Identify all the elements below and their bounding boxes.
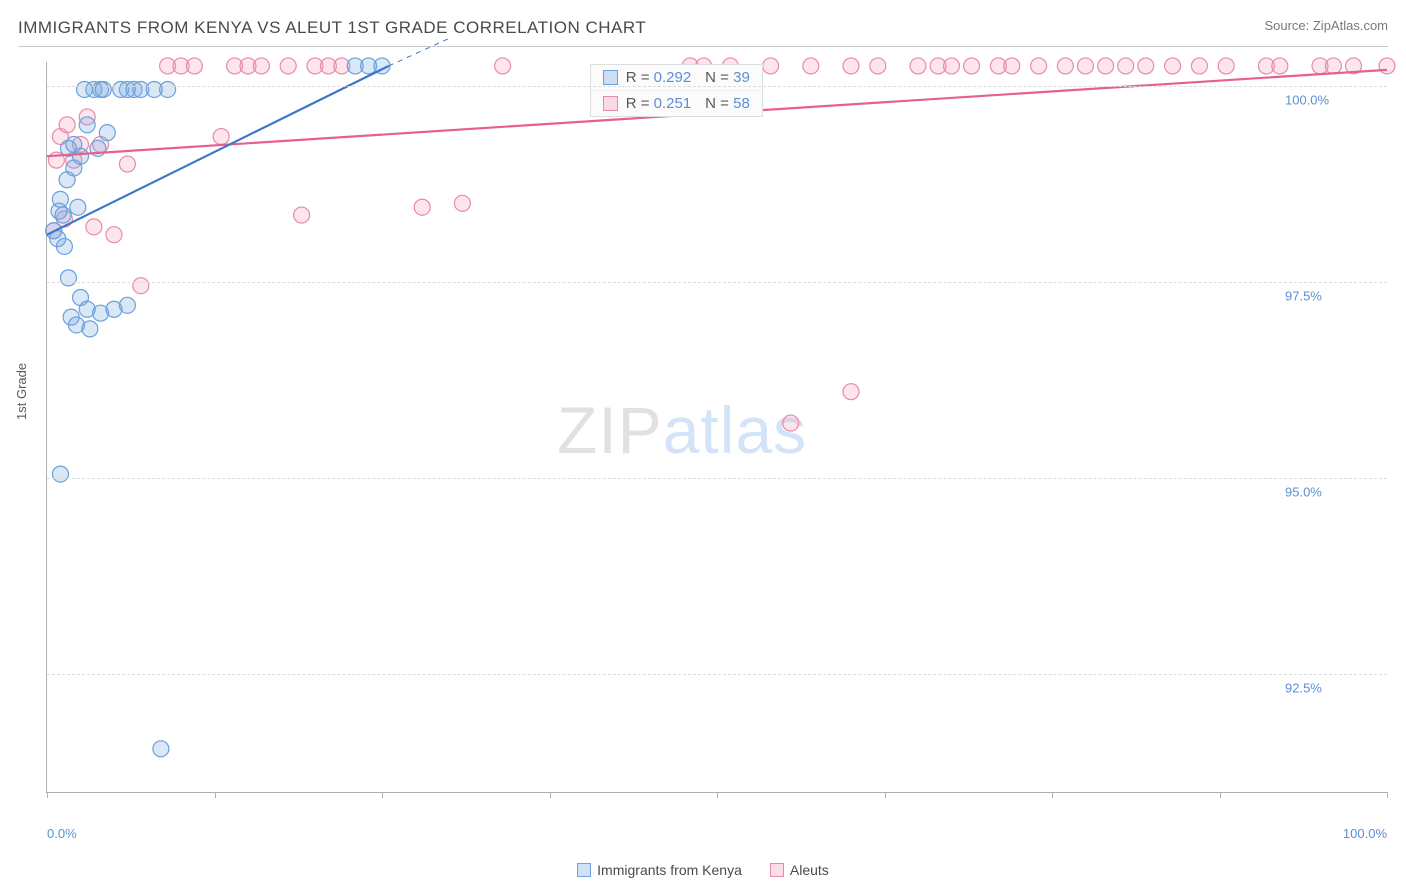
data-point-aleuts xyxy=(964,58,980,74)
data-point-aleuts xyxy=(414,199,430,215)
data-point-aleuts xyxy=(495,58,511,74)
x-tick xyxy=(1387,792,1388,798)
data-point-kenya xyxy=(160,81,176,97)
data-point-aleuts xyxy=(1325,58,1341,74)
data-point-aleuts xyxy=(803,58,819,74)
x-tick xyxy=(1052,792,1053,798)
data-point-aleuts xyxy=(1078,58,1094,74)
x-tick xyxy=(550,792,551,798)
data-point-aleuts xyxy=(186,58,202,74)
stats-N-value-aleuts: 58 xyxy=(733,95,750,112)
data-point-kenya xyxy=(82,321,98,337)
stats-N-label: N = xyxy=(705,69,733,86)
stats-R-label: R = xyxy=(626,69,654,86)
data-point-aleuts xyxy=(1379,58,1395,74)
data-point-kenya xyxy=(153,741,169,757)
data-point-aleuts xyxy=(1218,58,1234,74)
x-tick xyxy=(1220,792,1221,798)
x-tick xyxy=(382,792,383,798)
chart-title: IMMIGRANTS FROM KENYA VS ALEUT 1ST GRADE… xyxy=(18,18,646,37)
x-tick xyxy=(717,792,718,798)
stats-N-label: N = xyxy=(705,95,733,112)
data-point-aleuts xyxy=(783,415,799,431)
data-point-aleuts xyxy=(294,207,310,223)
x-tick xyxy=(215,792,216,798)
data-point-aleuts xyxy=(1118,58,1134,74)
stats-N-value-kenya: 39 xyxy=(733,69,750,86)
data-point-aleuts xyxy=(763,58,779,74)
data-point-aleuts xyxy=(944,58,960,74)
data-point-kenya xyxy=(55,207,71,223)
data-point-kenya xyxy=(52,191,68,207)
data-point-aleuts xyxy=(1272,58,1288,74)
plot-svg xyxy=(47,62,1387,792)
data-point-kenya xyxy=(79,117,95,133)
data-point-aleuts xyxy=(910,58,926,74)
x-tick xyxy=(47,792,48,798)
data-point-aleuts xyxy=(280,58,296,74)
title-bar: IMMIGRANTS FROM KENYA VS ALEUT 1ST GRADE… xyxy=(18,18,1388,47)
data-point-kenya xyxy=(60,270,76,286)
data-point-kenya xyxy=(52,466,68,482)
data-point-aleuts xyxy=(253,58,269,74)
x-tick xyxy=(885,792,886,798)
data-point-aleuts xyxy=(133,278,149,294)
legend: Immigrants from Kenya Aleuts xyxy=(0,862,1406,878)
data-point-aleuts xyxy=(870,58,886,74)
stats-R-label: R = xyxy=(626,95,654,112)
stats-row-aleuts: R = 0.251 N = 58 xyxy=(591,91,762,116)
y-tick-label: 100.0% xyxy=(1285,92,1329,107)
data-point-kenya xyxy=(70,199,86,215)
source-credit: Source: ZipAtlas.com xyxy=(1264,18,1388,33)
data-point-kenya xyxy=(73,148,89,164)
data-point-aleuts xyxy=(1004,58,1020,74)
correlation-stats-box: R = 0.292 N = 39 R = 0.251 N = 58 xyxy=(590,64,763,117)
data-point-aleuts xyxy=(106,227,122,243)
data-point-aleuts xyxy=(1031,58,1047,74)
legend-item-aleuts: Aleuts xyxy=(770,862,829,878)
y-tick-label: 92.5% xyxy=(1285,681,1322,696)
data-point-kenya xyxy=(95,81,111,97)
y-axis-title: 1st Grade xyxy=(14,363,29,420)
legend-label-aleuts: Aleuts xyxy=(790,862,829,878)
stats-R-value-kenya: 0.292 xyxy=(654,69,692,86)
gridline xyxy=(47,282,1387,283)
legend-swatch-aleuts xyxy=(770,863,784,877)
data-point-aleuts xyxy=(86,219,102,235)
y-tick-label: 97.5% xyxy=(1285,288,1322,303)
stats-swatch-kenya xyxy=(603,70,618,85)
data-point-aleuts xyxy=(119,156,135,172)
data-point-kenya xyxy=(119,297,135,313)
y-tick-label: 95.0% xyxy=(1285,485,1322,500)
scatter-plot-area: ZIPatlas R = 0.292N = 39R = 0.251N = 58 … xyxy=(46,62,1387,793)
legend-swatch-kenya xyxy=(577,863,591,877)
gridline xyxy=(47,674,1387,675)
data-point-aleuts xyxy=(1138,58,1154,74)
stats-swatch-aleuts xyxy=(603,96,618,111)
gridline xyxy=(47,478,1387,479)
data-point-kenya xyxy=(99,125,115,141)
stats-R-value-aleuts: 0.251 xyxy=(654,95,692,112)
data-point-aleuts xyxy=(1098,58,1114,74)
gridline xyxy=(47,86,1387,87)
x-tick-label: 100.0% xyxy=(1343,826,1387,841)
legend-item-kenya: Immigrants from Kenya xyxy=(577,862,742,878)
data-point-aleuts xyxy=(1165,58,1181,74)
data-point-aleuts xyxy=(59,117,75,133)
data-point-aleuts xyxy=(843,384,859,400)
data-point-aleuts xyxy=(843,58,859,74)
stats-row-kenya: R = 0.292 N = 39 xyxy=(591,65,762,91)
data-point-aleuts xyxy=(454,195,470,211)
data-point-aleuts xyxy=(1057,58,1073,74)
data-point-aleuts xyxy=(1191,58,1207,74)
data-point-kenya xyxy=(56,238,72,254)
x-tick-label: 0.0% xyxy=(47,826,77,841)
data-point-aleuts xyxy=(213,129,229,145)
legend-label-kenya: Immigrants from Kenya xyxy=(597,862,742,878)
